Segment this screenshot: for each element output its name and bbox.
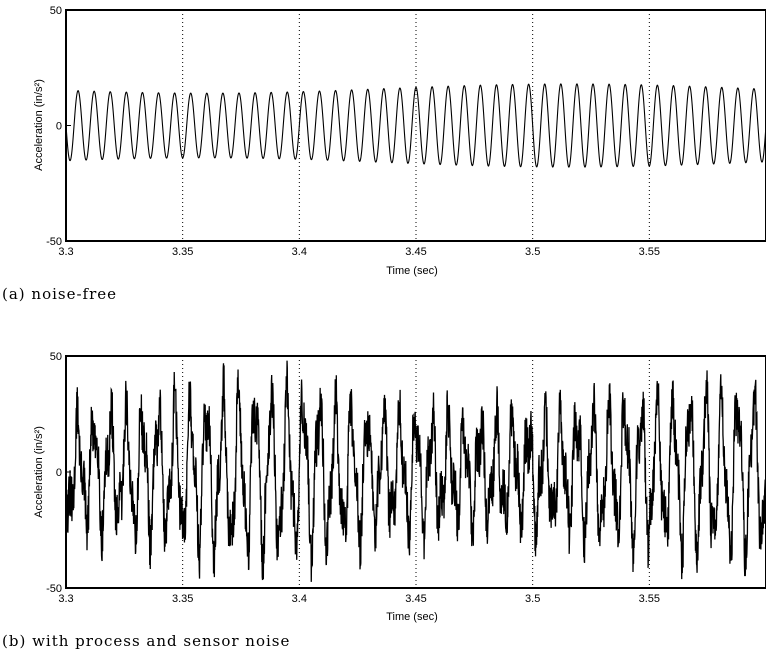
y-ticks-a: -50 0 50 [46, 5, 71, 248]
x-tick-label: 3.4 [292, 246, 307, 258]
caption-b: (b) with process and sensor noise [2, 632, 290, 650]
caption-a: (a) noise-free [2, 285, 117, 303]
x-tick-label: 3.3 [58, 593, 73, 605]
x-tick-label: 3.55 [639, 246, 660, 258]
x-tick-label: 3.5 [525, 593, 540, 605]
y-tick-label: 50 [50, 351, 62, 363]
y-tick-label: -50 [46, 583, 62, 595]
y-ticks-b: -50 0 50 [46, 351, 71, 595]
x-tick-label: 3.45 [405, 246, 426, 258]
grid-a [182, 10, 650, 241]
series-line [65, 83, 766, 168]
x-tick-label: 3.45 [405, 593, 426, 605]
x-tick-label: 3.35 [172, 593, 193, 605]
y-tick-label: 0 [56, 121, 62, 133]
x-tick-label: 3.4 [292, 593, 307, 605]
x-tick-label: 3.3 [58, 246, 73, 258]
x-tick-label: 3.35 [172, 246, 193, 258]
y-tick-label: -50 [46, 236, 62, 248]
y-axis-label-b: Acceleration (in/s²) [33, 426, 45, 518]
series-line [65, 360, 766, 582]
series-b [65, 360, 766, 582]
x-axis-label-b: Time (sec) [386, 611, 438, 623]
x-ticks-b: 3.3 3.35 3.4 3.45 3.5 3.55 [58, 593, 660, 605]
y-tick-label: 0 [56, 467, 62, 479]
x-tick-label: 3.55 [639, 593, 660, 605]
x-tick-label: 3.5 [525, 246, 540, 258]
x-axis-label-a: Time (sec) [386, 265, 438, 277]
y-tick-label: 50 [50, 5, 62, 17]
y-axis-label-a: Acceleration (in/s²) [33, 79, 45, 171]
x-ticks-a: 3.3 3.35 3.4 3.45 3.5 3.55 [58, 246, 660, 258]
series-a [65, 83, 766, 168]
